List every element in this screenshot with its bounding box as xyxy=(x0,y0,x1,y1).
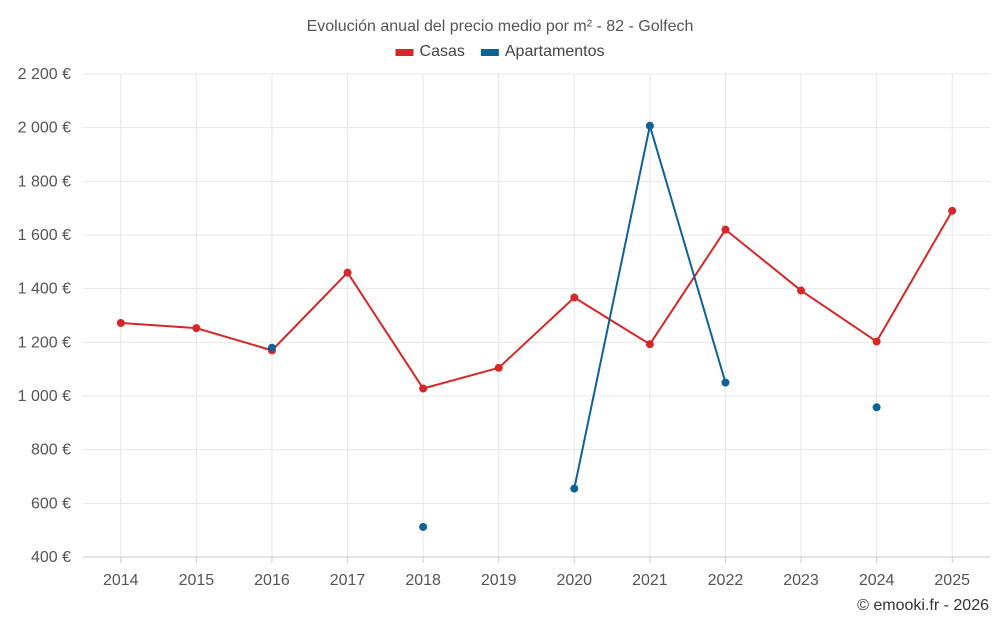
data-point-casas-2019[interactable] xyxy=(494,363,503,372)
x-tick-label: 2025 xyxy=(934,572,970,589)
data-point-casas-2020[interactable] xyxy=(570,293,579,302)
data-point-casas-2025[interactable] xyxy=(948,206,957,215)
data-point-casas-2021[interactable] xyxy=(645,340,654,349)
x-tick-label: 2023 xyxy=(783,572,819,589)
x-tick-label: 2020 xyxy=(556,572,592,589)
x-tick-label: 2019 xyxy=(481,572,517,589)
series-segment xyxy=(724,228,803,292)
y-tick-label: 1 000 € xyxy=(18,388,71,405)
y-tick-label: 400 € xyxy=(31,549,71,566)
series-segment xyxy=(119,322,198,330)
series-segment xyxy=(346,271,425,390)
series-segment xyxy=(875,209,954,343)
data-point-casas-2023[interactable] xyxy=(797,286,806,295)
grid xyxy=(83,73,990,557)
y-tick-label: 2 000 € xyxy=(18,120,71,137)
data-point-apartamentos-2016[interactable] xyxy=(267,343,276,352)
series-segment xyxy=(648,124,727,384)
data-point-casas-2024[interactable] xyxy=(872,337,881,346)
axes: 400 € 600 € 800 € 1 000 € 1 200 € 1 400 € 1 60… xyxy=(18,66,990,589)
y-tick-label: 1 400 € xyxy=(18,281,71,298)
y-tick-label: 800 € xyxy=(31,442,71,459)
series-segment xyxy=(573,296,651,346)
data-point-casas-2018[interactable] xyxy=(419,384,428,393)
legend-swatch xyxy=(480,49,499,56)
legend-item-casas[interactable]: Casas xyxy=(395,43,465,60)
series-segment xyxy=(195,327,273,352)
series-layer xyxy=(116,121,957,531)
data-point-apartamentos-2021[interactable] xyxy=(645,121,654,130)
y-tick-label: 1 200 € xyxy=(18,334,71,351)
y-tick-label: 1 600 € xyxy=(18,227,71,244)
series-segment xyxy=(422,366,500,390)
y-tick-label: 2 200 € xyxy=(18,66,71,83)
legend-label: Apartamentos xyxy=(505,43,605,60)
series-segment xyxy=(497,296,576,369)
chart-title: Evolución anual del precio medio por m² … xyxy=(307,18,694,35)
credit-text: © emooki.fr - 2026 xyxy=(857,597,989,614)
x-tick-label: 2015 xyxy=(179,572,215,589)
data-point-casas-2022[interactable] xyxy=(721,225,730,234)
legend: Casas Apartamentos xyxy=(395,43,605,60)
series-apartamentos xyxy=(267,121,881,531)
x-tick-label: 2014 xyxy=(103,572,139,589)
data-point-apartamentos-2018[interactable] xyxy=(419,522,428,531)
x-tick-label: 2016 xyxy=(254,572,290,589)
series-segment xyxy=(270,271,349,352)
data-point-apartamentos-2024[interactable] xyxy=(872,403,881,412)
series-casas xyxy=(116,206,957,393)
data-point-casas-2015[interactable] xyxy=(192,324,201,333)
x-tick-label: 2018 xyxy=(405,572,441,589)
series-segment xyxy=(573,124,651,490)
legend-swatch xyxy=(395,49,414,56)
y-tick-label: 1 800 € xyxy=(18,173,71,190)
series-segment xyxy=(648,228,727,346)
data-point-apartamentos-2020[interactable] xyxy=(570,484,579,493)
data-point-apartamentos-2022[interactable] xyxy=(721,378,730,387)
y-tick-label: 600 € xyxy=(31,495,71,512)
x-tick-label: 2022 xyxy=(708,572,744,589)
series-segment xyxy=(800,289,878,343)
x-tick-label: 2021 xyxy=(632,572,668,589)
legend-label: Casas xyxy=(420,43,465,60)
x-tick-label: 2024 xyxy=(859,572,895,589)
legend-item-apartamentos[interactable]: Apartamentos xyxy=(480,43,605,60)
data-point-casas-2014[interactable] xyxy=(116,319,125,328)
data-point-casas-2017[interactable] xyxy=(343,268,352,277)
x-tick-label: 2017 xyxy=(330,572,366,589)
